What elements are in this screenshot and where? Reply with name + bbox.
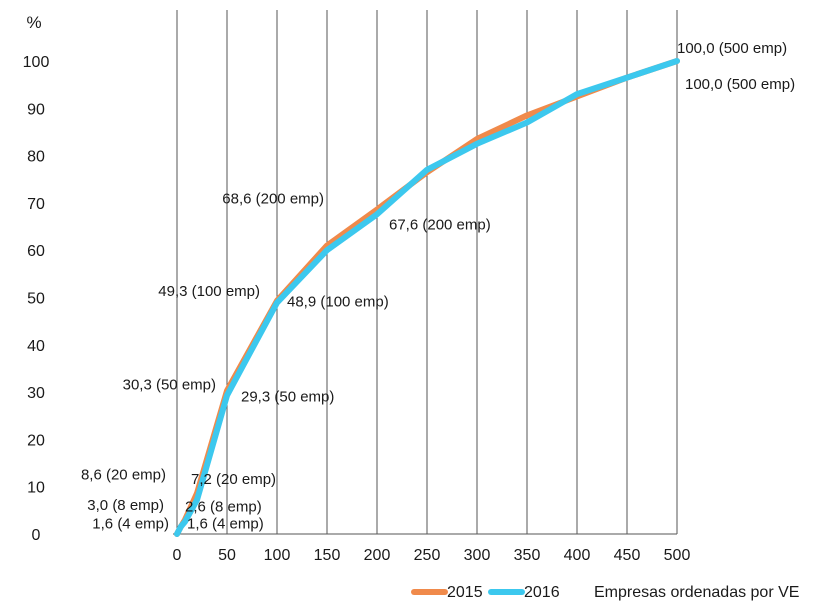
- x-tick-label: 300: [464, 547, 491, 564]
- x-tick-label: 500: [664, 547, 691, 564]
- y-tick-label: 80: [27, 149, 45, 166]
- data-label-2016: 29,3 (50 emp): [241, 388, 334, 405]
- data-label-2016: 7,2 (20 emp): [191, 471, 276, 488]
- x-tick-label: 400: [564, 547, 591, 564]
- y-tick-label: 20: [27, 432, 45, 449]
- gridlines: [176, 10, 678, 534]
- y-tick-label: 50: [27, 291, 45, 308]
- legend: 2015 2016 Empresas ordenadas por VE: [411, 584, 799, 601]
- y-tick-label: 60: [27, 243, 45, 260]
- data-label-2016: 1,6 (4 emp): [187, 515, 264, 532]
- legend-label-2016: 2016: [524, 584, 560, 601]
- data-label-2016: 67,6 (200 emp): [389, 216, 491, 233]
- x-tick-label: 350: [514, 547, 541, 564]
- y-tick-label: 30: [27, 385, 45, 402]
- x-tick-label: 200: [364, 547, 391, 564]
- y-tick-label: 40: [27, 338, 45, 355]
- data-label-2015: 49,3 (100 emp): [158, 283, 260, 300]
- x-axis-label: Empresas ordenadas por VE: [594, 584, 799, 601]
- data-label-2015: 3,0 (8 emp): [87, 497, 164, 514]
- y-tick-label: 70: [27, 196, 45, 213]
- y-tick-label: 0: [32, 527, 41, 544]
- legend-label-2015: 2015: [447, 584, 483, 601]
- y-tick-label: 100: [23, 54, 50, 71]
- x-tick-label: 450: [614, 547, 641, 564]
- y-axis-label: %: [26, 13, 41, 32]
- x-tick-label: 150: [314, 547, 341, 564]
- x-tick-label: 250: [414, 547, 441, 564]
- x-tick-label: 50: [218, 547, 236, 564]
- x-tick-label: 100: [264, 547, 291, 564]
- data-label-2015: 1,6 (4 emp): [92, 515, 169, 532]
- data-label-2016: 2,6 (8 emp): [185, 499, 262, 516]
- data-label-2015: 68,6 (200 emp): [222, 191, 324, 208]
- data-label-2015: 30,3 (50 emp): [123, 377, 216, 394]
- axes: 0 50 100 150 200 250 300 350 400 450 500 0 10 20 30 40 5…: [23, 13, 691, 564]
- data-label-2015: 8,6 (20 emp): [81, 466, 166, 483]
- x-tick-label: 0: [173, 547, 182, 564]
- y-tick-label: 10: [27, 480, 45, 497]
- series-lines: [174, 58, 680, 537]
- data-label-2016: 48,9 (100 emp): [287, 294, 389, 311]
- y-tick-label: 90: [27, 101, 45, 118]
- series-line-2016: [174, 58, 680, 537]
- annotations: 1,6 (4 emp)3,0 (8 emp)8,6 (20 emp)30,3 (…: [81, 40, 795, 532]
- data-label-2015: 100,0 (500 emp): [677, 40, 787, 57]
- data-label-2016: 100,0 (500 emp): [685, 76, 795, 93]
